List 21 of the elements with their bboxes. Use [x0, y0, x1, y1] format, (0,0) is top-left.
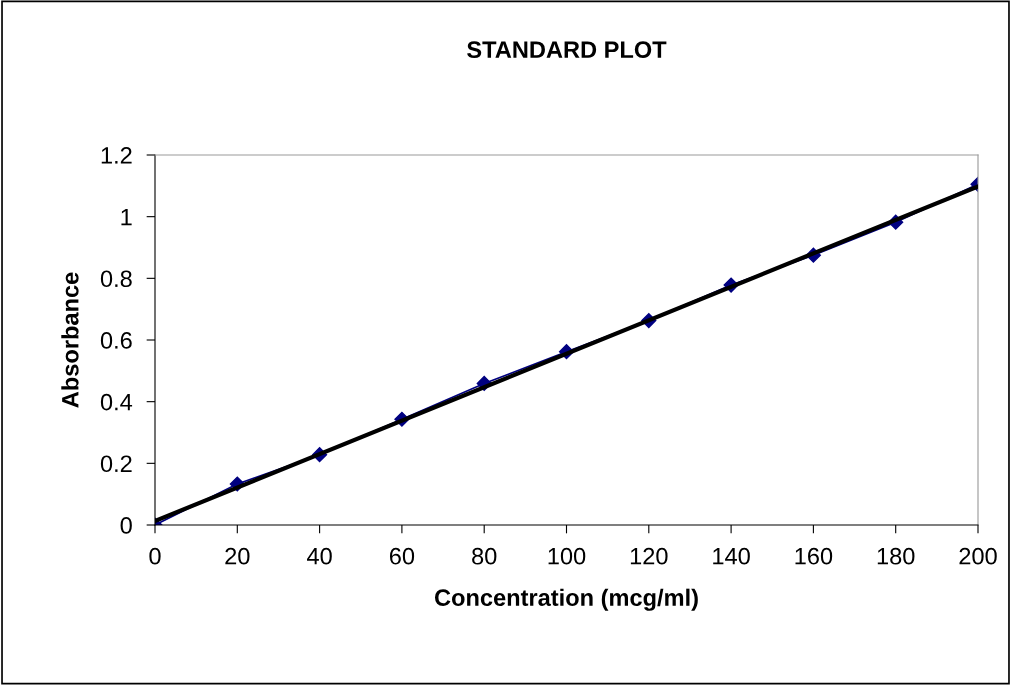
x-tick-label: 60: [389, 547, 415, 565]
x-axis-title: Concentration (mcg/ml): [434, 588, 698, 611]
x-tick-label: 80: [472, 547, 497, 565]
x-tick-label: 120: [630, 547, 668, 565]
y-tick-label: 0.8: [100, 270, 132, 288]
chart-title: STANDARD PLOT: [467, 41, 667, 59]
x-tick-label: 160: [795, 547, 833, 565]
y-tick-label: 1: [121, 208, 132, 226]
x-tick-label: 200: [959, 547, 997, 565]
x-tick-label: 100: [548, 547, 586, 565]
y-tick-label: 0.4: [100, 393, 133, 411]
x-tick-label: 180: [877, 547, 915, 565]
x-tick-label: 0: [149, 547, 161, 565]
y-axis-title: Absorbance: [61, 272, 79, 408]
y-tick-label: 1.2: [101, 147, 132, 164]
y-tick-label: 0: [120, 517, 132, 534]
y-tick-label: 0.2: [100, 455, 132, 473]
x-tick-label: 20: [225, 547, 250, 565]
x-tick-label: 40: [307, 547, 332, 565]
y-tick-label: 0.6: [100, 332, 132, 349]
x-tick-label: 140: [713, 547, 750, 565]
